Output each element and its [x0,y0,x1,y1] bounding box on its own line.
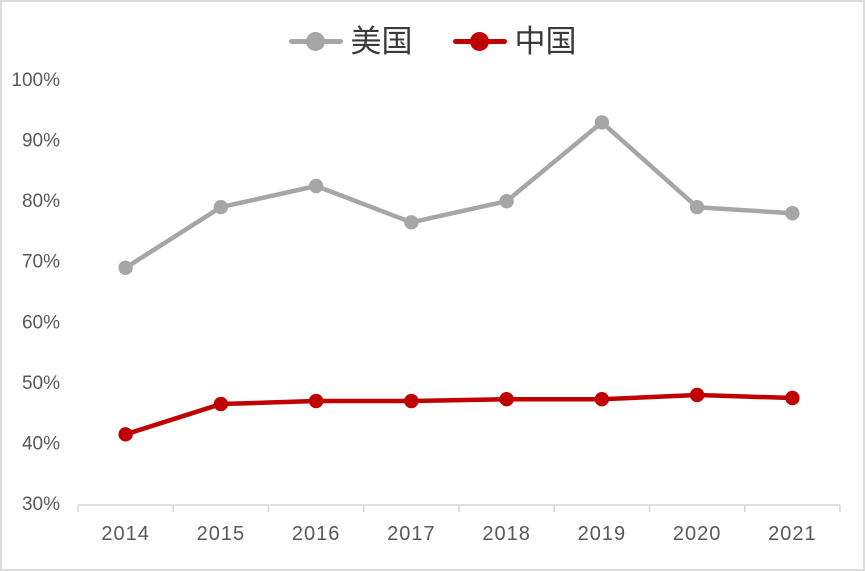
svg-text:2021: 2021 [768,523,817,545]
svg-text:70%: 70% [22,252,60,273]
legend-item-china: 中国 [452,24,577,59]
legend-item-us: 美国 [288,24,413,59]
svg-text:100%: 100% [11,70,60,91]
svg-text:80%: 80% [22,191,60,212]
chart-legend: 美国 中国 [2,26,863,57]
svg-text:2017: 2017 [387,523,436,545]
svg-text:90%: 90% [22,131,60,152]
china-series-marker-icon [452,32,507,52]
legend-label-china: 中国 [514,24,577,59]
svg-text:2015: 2015 [197,523,246,545]
legend-label-us: 美国 [350,24,413,59]
svg-text:2019: 2019 [578,523,627,545]
svg-text:2014: 2014 [101,523,150,545]
svg-text:2018: 2018 [482,523,531,545]
us-series-marker-icon [288,32,343,52]
svg-text:30%: 30% [22,494,60,515]
svg-text:50%: 50% [22,373,60,394]
svg-text:2020: 2020 [673,523,722,545]
svg-text:2016: 2016 [292,523,341,545]
svg-text:60%: 60% [22,312,60,333]
svg-text:40%: 40% [22,433,60,454]
